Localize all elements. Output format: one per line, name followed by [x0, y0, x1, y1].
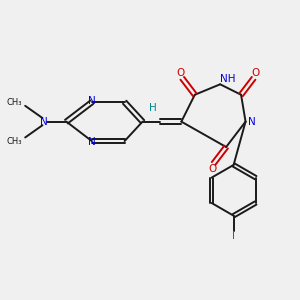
- Text: H: H: [149, 103, 157, 113]
- Text: N: N: [88, 137, 96, 147]
- Text: O: O: [251, 68, 259, 78]
- Text: I: I: [232, 231, 235, 241]
- Text: N: N: [40, 117, 48, 127]
- Text: O: O: [177, 68, 185, 78]
- Text: O: O: [208, 164, 216, 174]
- Text: CH₃: CH₃: [6, 98, 22, 107]
- Text: N: N: [248, 117, 256, 127]
- Text: NH: NH: [220, 74, 236, 84]
- Text: CH₃: CH₃: [6, 136, 22, 146]
- Text: N: N: [88, 96, 96, 106]
